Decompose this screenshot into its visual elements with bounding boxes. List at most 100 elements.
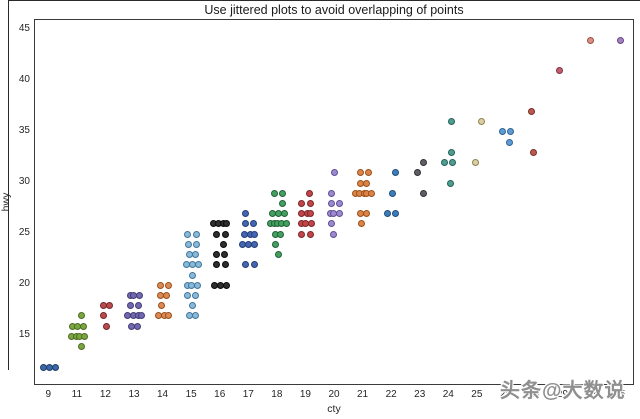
data-point	[213, 261, 221, 269]
data-point	[449, 159, 457, 167]
chart-title: Use jittered plots to avoid overlapping …	[204, 3, 464, 17]
x-tick-label: 21	[357, 389, 369, 400]
data-point	[184, 230, 192, 238]
x-tick-label: 17	[242, 389, 254, 400]
data-point	[164, 312, 172, 320]
data-point	[184, 292, 192, 299]
data-point	[586, 36, 594, 44]
data-point	[280, 210, 288, 218]
data-point	[419, 159, 427, 167]
data-point	[270, 189, 278, 197]
y-tick-label: 25	[18, 227, 30, 239]
data-point	[555, 67, 563, 75]
watermark-text: 头条@大数说	[500, 380, 626, 402]
data-point	[440, 159, 448, 167]
data-point	[447, 148, 455, 156]
data-point	[330, 230, 338, 238]
data-point	[213, 230, 221, 238]
data-point	[191, 251, 199, 259]
data-point	[306, 230, 314, 238]
x-tick-label: 22	[385, 389, 397, 400]
data-point	[241, 210, 249, 218]
data-point	[189, 271, 197, 279]
data-point	[478, 118, 486, 126]
data-point	[100, 312, 108, 320]
data-point	[222, 281, 230, 289]
data-point	[617, 36, 625, 44]
data-point	[278, 200, 286, 208]
data-point	[530, 148, 538, 156]
data-point	[78, 343, 86, 351]
data-point	[193, 281, 201, 289]
x-tick-label: 20	[328, 389, 340, 400]
data-point	[327, 220, 335, 228]
data-point	[507, 128, 515, 136]
data-point	[447, 179, 455, 187]
data-point	[188, 302, 196, 310]
data-point	[250, 230, 258, 238]
x-tick-label: 33	[585, 389, 597, 400]
x-tick-label: 23	[414, 389, 426, 400]
data-point	[221, 230, 229, 238]
plot-area	[34, 19, 634, 385]
y-tick-label: 35	[18, 124, 30, 136]
data-point	[193, 240, 201, 248]
data-point	[499, 128, 507, 136]
data-point	[392, 169, 400, 177]
x-tick-label: 14	[157, 389, 169, 400]
x-tick-label: 26	[499, 389, 511, 400]
data-point	[336, 210, 344, 218]
data-point	[282, 220, 290, 228]
data-point	[363, 210, 371, 218]
data-point	[192, 292, 200, 299]
data-point	[137, 312, 145, 320]
data-point	[191, 312, 199, 320]
screenshot-top-border	[8, 0, 640, 1]
y-tick-label: 30	[18, 176, 30, 188]
data-point	[472, 159, 480, 167]
data-point	[105, 302, 113, 310]
data-point	[102, 322, 110, 330]
data-point	[356, 169, 364, 177]
data-point	[81, 332, 88, 340]
x-tick-label: 16	[214, 389, 226, 400]
x-tick-label: 13	[128, 389, 140, 400]
data-point	[136, 292, 144, 299]
x-tick-label: 29	[557, 389, 569, 400]
data-point	[250, 220, 257, 228]
data-point	[527, 108, 535, 116]
y-tick-label: 40	[18, 73, 30, 85]
data-point	[220, 240, 228, 248]
x-tick-label: 18	[271, 389, 283, 400]
data-point	[241, 220, 249, 228]
data-point	[163, 292, 171, 299]
data-point	[384, 210, 392, 218]
data-point	[134, 322, 142, 330]
data-point	[279, 189, 287, 197]
x-tick-label: 9	[45, 389, 52, 400]
data-point	[413, 169, 421, 177]
x-tick-label: 28	[528, 389, 540, 400]
data-point	[277, 230, 285, 238]
data-point	[275, 251, 283, 259]
data-point	[447, 118, 455, 126]
y-tick-label: 20	[18, 278, 30, 290]
y-tick-label: 15	[18, 329, 30, 341]
data-point	[358, 220, 366, 228]
data-point	[156, 281, 164, 289]
data-point	[194, 261, 202, 269]
data-point	[212, 251, 220, 259]
screenshot-left-border	[8, 0, 9, 370]
y-axis-label: hwy	[0, 192, 12, 212]
data-point	[392, 210, 400, 218]
data-point	[185, 240, 193, 248]
data-point	[221, 261, 229, 269]
data-point	[272, 240, 280, 248]
data-point	[164, 281, 172, 289]
data-point	[419, 189, 427, 197]
data-point	[78, 312, 86, 320]
x-tick-label: 35	[614, 389, 626, 400]
data-point	[298, 230, 306, 238]
x-tick-label: 15	[185, 389, 197, 400]
